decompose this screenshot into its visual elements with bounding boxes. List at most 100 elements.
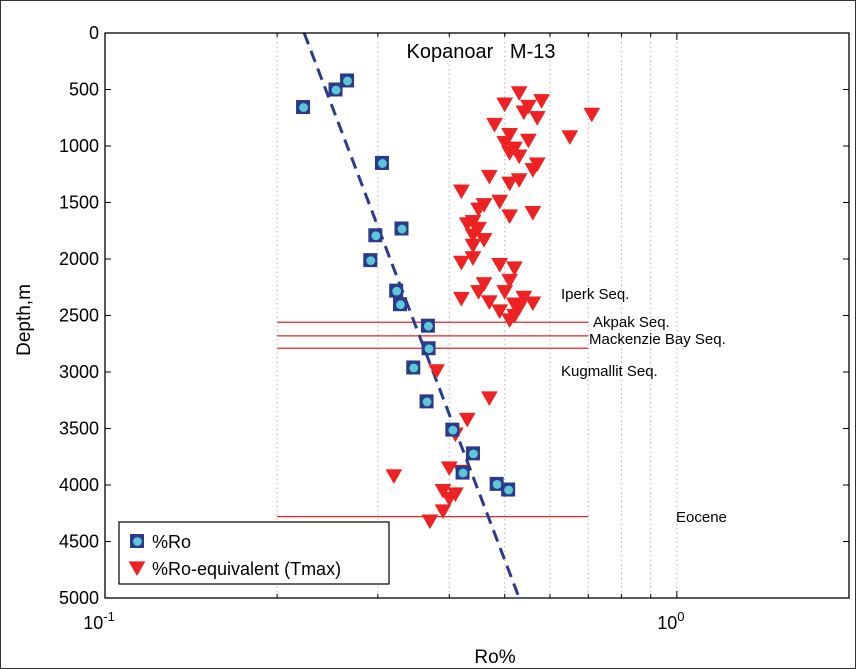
marker-circle [458, 468, 468, 478]
ro-point [394, 221, 409, 236]
sequence-labels: Iperk Seq. Akpak Seq.Mackenzie Bay Seq. Ku… [561, 286, 727, 526]
ro-point [340, 73, 355, 88]
ro-point [455, 465, 470, 480]
ro-equivalent-point [524, 206, 542, 221]
y-tick-label: 0 [89, 23, 99, 43]
ro-point [368, 228, 383, 243]
ro-point [465, 446, 480, 461]
marker-circle [392, 286, 402, 296]
ro-equivalent-point [428, 364, 445, 379]
ro-point [420, 318, 435, 333]
ro-equivalent-point [475, 277, 493, 292]
y-tick-label: 1000 [59, 136, 99, 156]
marker-layer [296, 73, 601, 530]
ro-equivalent-point [496, 285, 514, 300]
ro-equivalent-point [501, 273, 519, 289]
sequence-label: Mackenzie Bay Seq. [589, 331, 726, 348]
ro-equivalent-point [528, 111, 546, 126]
ro-point [421, 341, 436, 356]
plot-area-border [104, 32, 850, 599]
ro-equivalent-point [480, 295, 498, 311]
marker-circle [133, 537, 142, 546]
ro-equivalent-point [491, 258, 509, 273]
ro-equivalent-point [464, 238, 482, 254]
marker-circle [422, 397, 432, 407]
ro-equivalent-point [458, 217, 476, 233]
ro-point [389, 283, 404, 298]
ro-equivalent-point [470, 285, 487, 300]
trend-line [302, 32, 521, 599]
ro-equivalent-point [501, 176, 519, 192]
ro-point [489, 476, 504, 491]
sequence-label: Iperk Seq. [561, 286, 629, 303]
ro-equivalent-point [583, 107, 601, 123]
marker-circle [343, 76, 352, 86]
ro-equivalent-point [452, 255, 470, 271]
marker-circle [366, 256, 376, 266]
ro-point [501, 482, 516, 497]
ro-equivalent-point [561, 130, 579, 146]
y-tick-label: 1500 [59, 193, 99, 213]
ro-point [445, 422, 460, 437]
ro-equivalent-point [480, 391, 498, 407]
tick-layer: 0 500 1000 1500 2000 2500 3000 3500 4000 4500 5000… [59, 23, 850, 633]
y-tick-label: 4000 [59, 475, 99, 495]
marker-circle [397, 224, 407, 234]
ro-equivalent-point [452, 291, 470, 307]
marker-circle [299, 103, 308, 112]
marker-circle [396, 300, 405, 310]
marker-circle [371, 231, 381, 241]
ro-equivalent-point [506, 261, 523, 277]
ro-equivalent-point [434, 504, 452, 520]
y-tick-label: 3500 [59, 419, 99, 439]
marker-circle [504, 485, 514, 495]
y-axis-label: Depth,m [14, 284, 35, 356]
ro-equivalent-point [470, 202, 487, 218]
legend-ro-equivalent-marker [128, 561, 146, 577]
ro-equivalent-point [491, 304, 509, 320]
ro-equivalent-point [440, 461, 458, 477]
legend-ro-equivalent-label: %Ro-equivalent (Tmax) [152, 559, 341, 579]
ro-equivalent-point [385, 469, 403, 485]
marker-circle [448, 425, 458, 435]
legend-ro-label: %Ro [152, 532, 191, 552]
y-tick-label: 2000 [59, 249, 99, 269]
ro-equivalent-point [464, 228, 482, 244]
sequence-label: Kugmallit Seq. [561, 363, 658, 380]
y-tick-label: 5000 [59, 588, 99, 608]
trend-layer [302, 32, 521, 599]
ro-equivalent-point [515, 105, 533, 121]
ro-equivalent-point [533, 94, 551, 109]
ro-equivalent-point [440, 491, 458, 507]
ro-point [393, 297, 408, 312]
marker-circle [409, 363, 419, 373]
ro-equivalent-point [480, 169, 498, 185]
x-tick-label: 10-1 [83, 609, 115, 633]
ro-equivalent-point [501, 128, 519, 143]
y-tick-label: 3000 [59, 362, 99, 382]
ro-point [406, 360, 421, 375]
ro-equivalent-point [501, 313, 519, 329]
ro-equivalent-point [501, 209, 519, 225]
marker-circle [378, 159, 387, 168]
ro-point [296, 100, 311, 115]
sequence-label: Eocene [676, 509, 727, 526]
ro-equivalent-point [421, 514, 439, 530]
legend: %Ro %Ro-equivalent (Tmax) [118, 521, 390, 585]
legend-ro-marker [130, 534, 144, 548]
ro-equivalent-point [524, 296, 542, 312]
y-tick-label: 500 [69, 80, 99, 100]
marker-circle [469, 449, 478, 459]
ro-equivalent-point [458, 412, 476, 428]
marker-circle [424, 344, 434, 354]
legend-box [118, 521, 390, 585]
ro-equivalent-point [524, 163, 542, 178]
ro-equivalent-point [510, 149, 528, 165]
sequence-label: Akpak Seq. [593, 314, 670, 331]
ro-equivalent-point [491, 194, 509, 210]
ro-equivalent-point [510, 86, 528, 101]
ro-point [363, 253, 378, 268]
ro-equivalent-point [452, 184, 470, 200]
x-tick-label: 100 [657, 609, 684, 633]
